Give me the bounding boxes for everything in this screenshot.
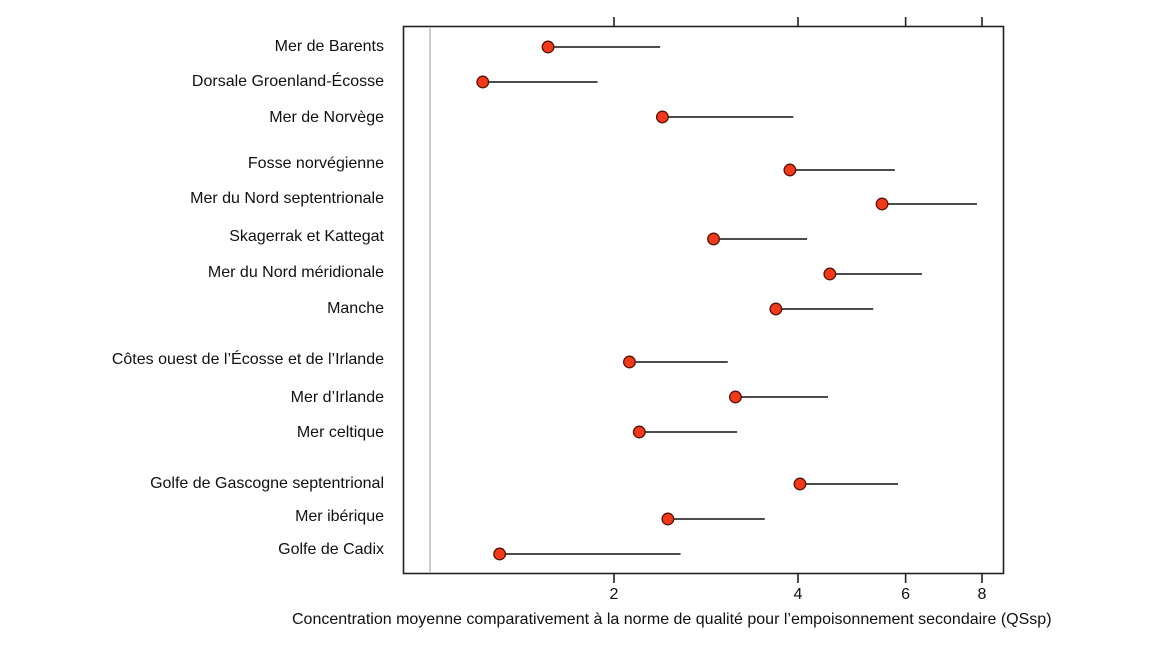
mean-marker	[623, 355, 636, 369]
data-row	[769, 302, 874, 316]
row-label: Fosse norvégienne	[247, 155, 384, 172]
row-label: Mer celtique	[296, 424, 384, 441]
mean-marker	[476, 75, 490, 89]
row-label: Skagerrak et Kattegat	[229, 228, 384, 245]
mean-marker	[875, 197, 889, 211]
mean-marker	[655, 110, 669, 124]
data-row	[632, 425, 738, 439]
data-points	[476, 40, 977, 561]
x-tick-label: 8	[977, 586, 987, 603]
x-tick-label: 2	[609, 586, 619, 603]
data-row	[623, 355, 728, 369]
data-row	[728, 390, 829, 404]
data-row	[655, 110, 794, 124]
row-label: Mer du Nord méridionale	[207, 264, 384, 281]
mean-marker	[707, 232, 720, 246]
mean-marker	[661, 512, 675, 526]
mean-marker	[793, 477, 807, 491]
data-row	[783, 163, 895, 177]
row-label: Mer ibérique	[295, 508, 384, 525]
x-axis-title: Concentration moyenne comparativement à …	[292, 611, 1052, 628]
x-axis-ticks	[613, 17, 983, 583]
mean-marker	[769, 302, 783, 316]
mean-marker	[541, 40, 555, 54]
plot-frame	[402, 25, 1005, 575]
row-label: Côtes ouest de l’Écosse et de l’Irlande	[111, 351, 384, 368]
data-row	[793, 477, 899, 491]
mean-marker	[783, 163, 797, 177]
row-label: Golfe de Gascogne septentrional	[150, 475, 384, 492]
mean-marker	[728, 390, 742, 404]
row-label: Mer de Barents	[274, 38, 384, 55]
data-row	[875, 197, 977, 211]
x-tick-label: 6	[901, 586, 911, 603]
data-row	[541, 40, 661, 54]
data-row	[661, 512, 765, 526]
row-label: Mer du Nord septentrionale	[190, 190, 384, 207]
row-label: Golfe de Cadix	[278, 541, 384, 558]
row-label: Mer d’Irlande	[290, 389, 384, 406]
data-row	[493, 547, 681, 561]
row-label: Manche	[327, 300, 384, 317]
mean-marker	[823, 267, 837, 281]
row-label: Dorsale Groenland-Écosse	[191, 73, 384, 90]
x-tick-label: 4	[793, 586, 803, 603]
row-label: Mer de Norvège	[269, 109, 384, 126]
data-row	[823, 267, 922, 281]
mean-marker	[632, 425, 646, 439]
mean-marker	[493, 547, 507, 561]
data-row	[707, 232, 808, 246]
data-row	[476, 75, 598, 89]
